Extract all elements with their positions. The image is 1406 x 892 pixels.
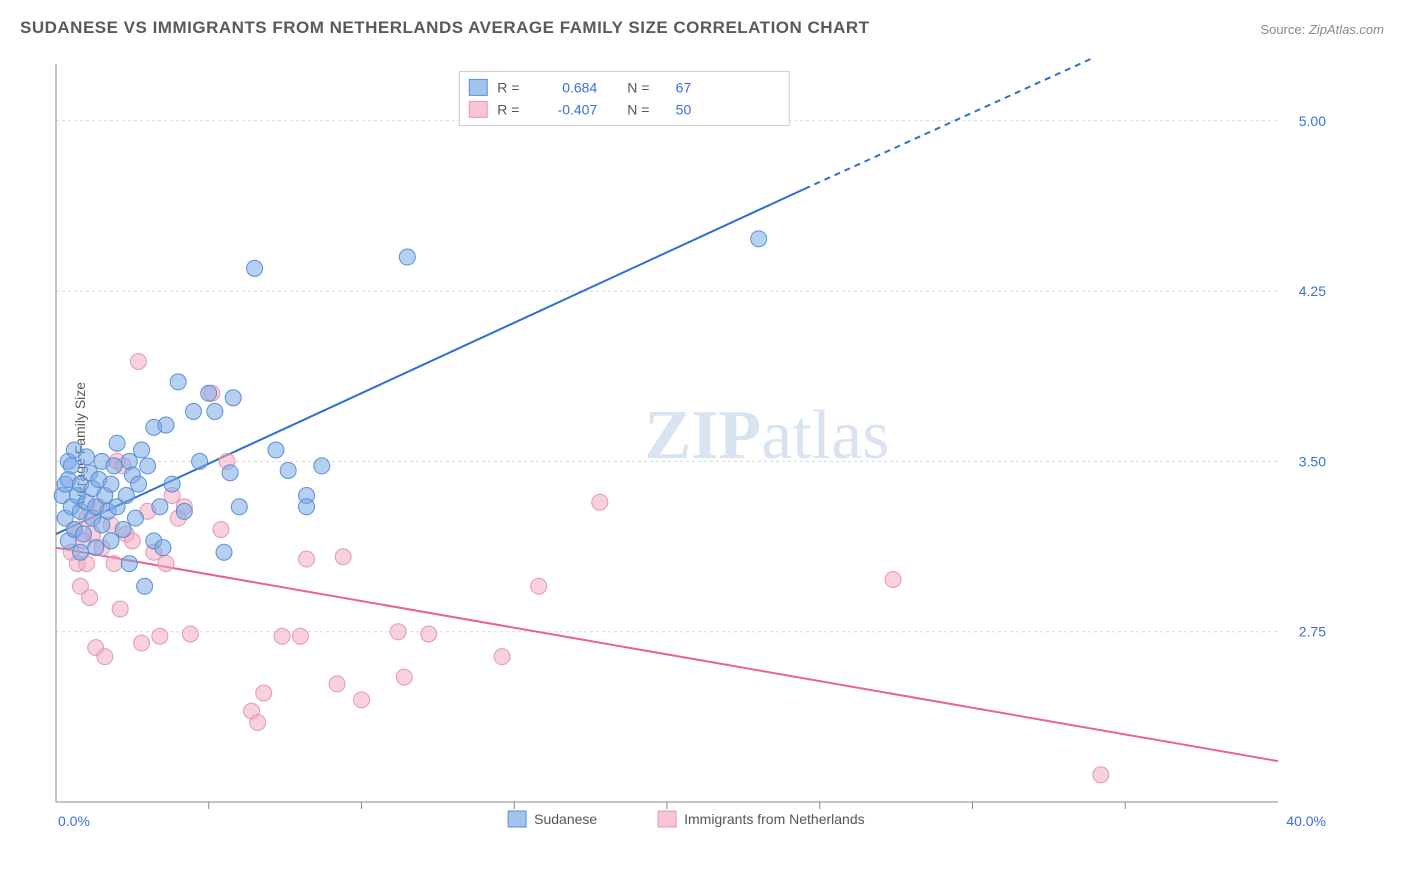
data-point-sudanese: [185, 403, 201, 419]
data-point-netherlands: [1093, 767, 1109, 783]
data-point-netherlands: [250, 715, 266, 731]
data-point-sudanese: [109, 435, 125, 451]
data-point-sudanese: [231, 499, 247, 515]
legend-n-value-sudanese: 67: [676, 79, 692, 95]
data-point-sudanese: [170, 374, 186, 390]
legend-swatch-netherlands: [469, 101, 487, 117]
data-point-netherlands: [885, 571, 901, 587]
data-point-netherlands: [134, 635, 150, 651]
data-point-netherlands: [182, 626, 198, 642]
data-point-sudanese: [176, 503, 192, 519]
data-point-netherlands: [112, 601, 128, 617]
source-label: Source:: [1260, 22, 1305, 37]
data-point-sudanese: [63, 458, 79, 474]
data-point-sudanese: [103, 533, 119, 549]
data-point-sudanese: [164, 476, 180, 492]
data-point-netherlands: [256, 685, 272, 701]
data-point-sudanese: [127, 510, 143, 526]
data-point-netherlands: [592, 494, 608, 510]
data-point-netherlands: [396, 669, 412, 685]
data-point-netherlands: [354, 692, 370, 708]
data-point-netherlands: [494, 649, 510, 665]
data-point-sudanese: [152, 499, 168, 515]
data-point-sudanese: [399, 249, 415, 265]
data-point-netherlands: [292, 628, 308, 644]
bottom-legend-netherlands: Immigrants from Netherlands: [684, 811, 865, 827]
legend-r-label: R =: [497, 79, 519, 95]
legend-r-value-sudanese: 0.684: [562, 79, 597, 95]
x-min-label: 0.0%: [58, 813, 90, 829]
data-point-sudanese: [130, 476, 146, 492]
data-point-sudanese: [103, 476, 119, 492]
scatter-chart: 2.75 3.50 4.25 5.00 ZIPatlas 0.0% 40.0% R = 0.68…: [50, 50, 1336, 842]
data-point-netherlands: [421, 626, 437, 642]
data-point-netherlands: [213, 522, 229, 538]
data-point-netherlands: [329, 676, 345, 692]
legend-swatch-sudanese: [469, 79, 487, 95]
data-point-netherlands: [531, 578, 547, 594]
bottom-legend-sudanese: Sudanese: [534, 811, 597, 827]
data-point-sudanese: [280, 462, 296, 478]
y-tick-label: 4.25: [1299, 283, 1326, 299]
data-point-netherlands: [274, 628, 290, 644]
bottom-swatch-sudanese: [508, 811, 526, 827]
data-point-sudanese: [314, 458, 330, 474]
legend-n-value-netherlands: 50: [676, 101, 692, 117]
bottom-swatch-netherlands: [658, 811, 676, 827]
data-point-sudanese: [72, 544, 88, 560]
data-point-netherlands: [106, 556, 122, 572]
y-tick-label: 2.75: [1299, 624, 1326, 640]
data-point-sudanese: [137, 578, 153, 594]
data-point-sudanese: [75, 526, 91, 542]
data-point-sudanese: [299, 499, 315, 515]
data-point-sudanese: [268, 442, 284, 458]
data-point-netherlands: [130, 353, 146, 369]
data-point-sudanese: [207, 403, 223, 419]
legend-r-label: R =: [497, 101, 519, 117]
source-attribution: Source: ZipAtlas.com: [1260, 22, 1384, 37]
data-point-sudanese: [751, 231, 767, 247]
data-point-sudanese: [79, 449, 95, 465]
source-value: ZipAtlas.com: [1309, 22, 1384, 37]
data-point-sudanese: [106, 458, 122, 474]
data-point-sudanese: [88, 540, 104, 556]
data-point-sudanese: [134, 442, 150, 458]
data-point-netherlands: [299, 551, 315, 567]
data-point-netherlands: [97, 649, 113, 665]
data-point-sudanese: [201, 385, 217, 401]
chart-area: 2.75 3.50 4.25 5.00 ZIPatlas 0.0% 40.0% R = 0.68…: [50, 50, 1336, 842]
legend-n-label: N =: [627, 79, 649, 95]
data-point-sudanese: [247, 260, 263, 276]
data-point-sudanese: [118, 487, 134, 503]
trend-line-sudanese-dash: [804, 57, 1094, 189]
y-tick-label: 3.50: [1299, 453, 1326, 469]
chart-title: SUDANESE VS IMMIGRANTS FROM NETHERLANDS …: [20, 18, 870, 38]
x-max-label: 40.0%: [1286, 813, 1326, 829]
data-point-sudanese: [121, 556, 137, 572]
legend-n-label: N =: [627, 101, 649, 117]
data-point-netherlands: [158, 556, 174, 572]
legend-r-value-netherlands: -0.407: [558, 101, 598, 117]
data-point-netherlands: [335, 549, 351, 565]
data-point-netherlands: [390, 624, 406, 640]
data-point-sudanese: [216, 544, 232, 560]
data-point-sudanese: [222, 465, 238, 481]
data-point-sudanese: [225, 390, 241, 406]
data-point-netherlands: [82, 590, 98, 606]
data-point-sudanese: [115, 522, 131, 538]
data-point-netherlands: [152, 628, 168, 644]
data-point-sudanese: [158, 417, 174, 433]
data-point-sudanese: [155, 540, 171, 556]
y-tick-label: 5.00: [1299, 113, 1326, 129]
watermark: ZIPatlas: [645, 397, 890, 474]
data-point-sudanese: [140, 458, 156, 474]
data-point-sudanese: [192, 453, 208, 469]
trend-line-netherlands: [56, 548, 1278, 761]
